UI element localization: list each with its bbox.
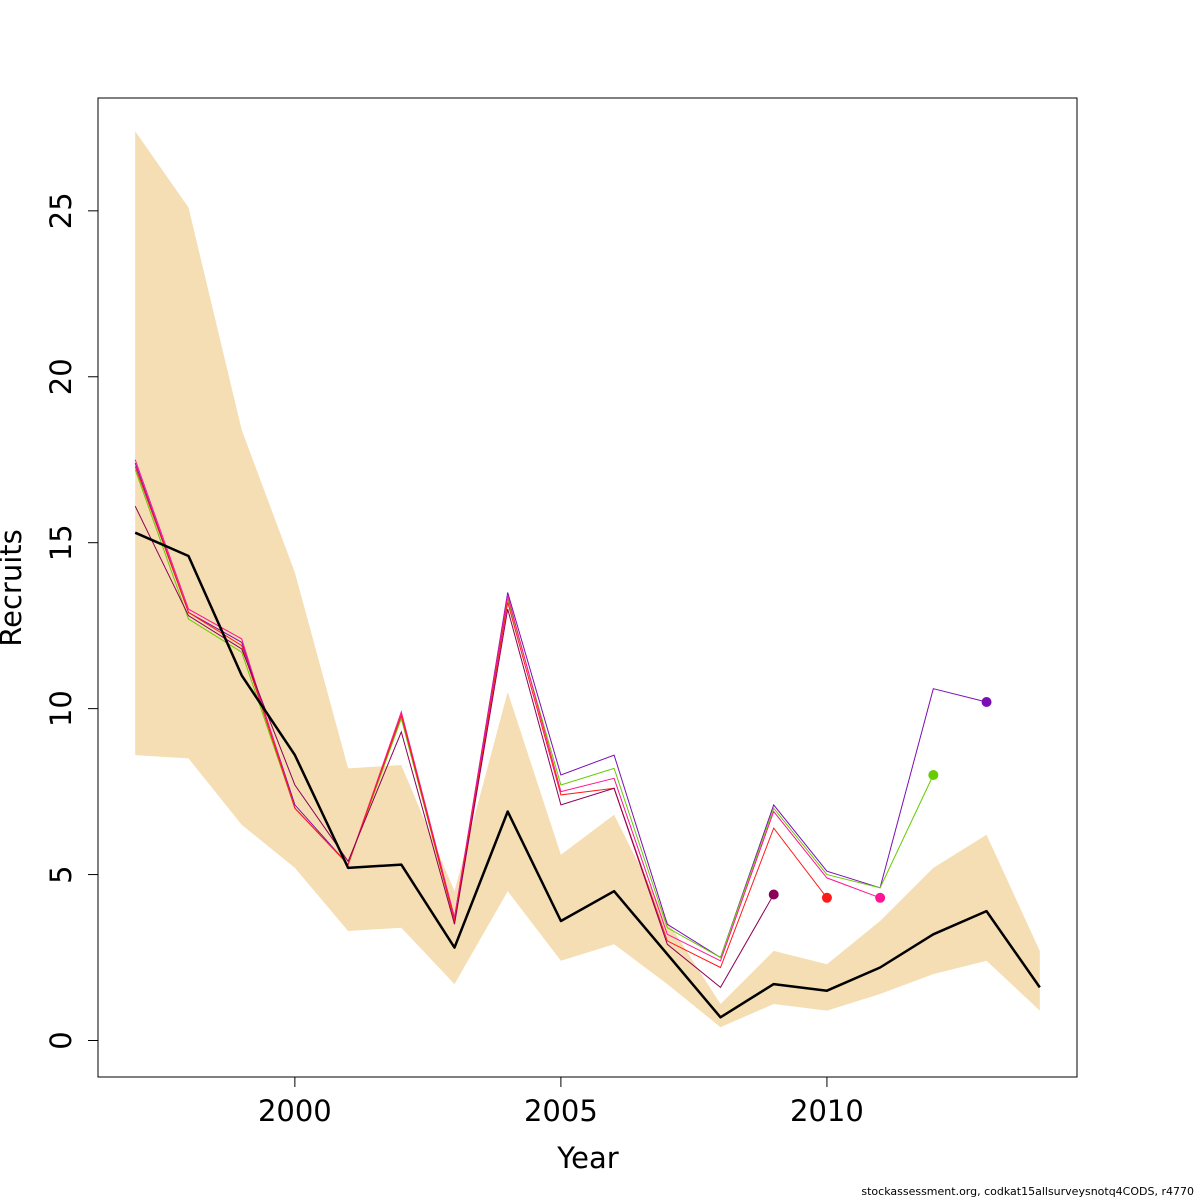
x-tick-label-2000: 2000 [258, 1094, 332, 1128]
main-estimate-layer [134, 531, 1041, 1019]
y-tick-label-25: 25 [44, 192, 78, 229]
axis-layer: 2000 2005 2010 0 5 10 15 20 25 [44, 192, 864, 1128]
plot-frame [97, 97, 1078, 1078]
y-tick-label-0: 0 [44, 1031, 78, 1049]
retro-series-endpoint-5 [768, 889, 779, 900]
y-tick-label-15: 15 [44, 524, 78, 561]
confidence-band-layer [135, 131, 1040, 1028]
x-tick-label-2005: 2005 [524, 1094, 598, 1128]
retro-series-endpoint-4 [821, 892, 832, 903]
retro-series-endpoint-1 [981, 696, 992, 707]
y-axis-title: Recruits [0, 529, 28, 646]
main-estimate-line [134, 531, 1041, 1019]
y-tick-label-5: 5 [44, 865, 78, 883]
y-tick-label-10: 10 [44, 690, 78, 727]
retro-series-layer [134, 459, 992, 989]
x-axis-title: Year [556, 1141, 618, 1175]
retro-series-line-5 [134, 505, 775, 989]
footer-credit: stockassessment.org, codkat15allsurveysn… [861, 1185, 1194, 1198]
y-tick-label-20: 20 [44, 358, 78, 395]
x-tick-label-2010: 2010 [790, 1094, 864, 1128]
retro-series-endpoint-3 [875, 892, 886, 903]
retro-series-endpoint-2 [928, 770, 939, 781]
confidence-band [135, 131, 1040, 1028]
